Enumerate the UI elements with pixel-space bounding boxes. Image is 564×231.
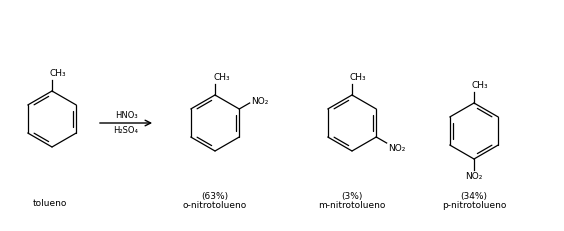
Text: CH₃: CH₃	[350, 73, 367, 82]
Text: CH₃: CH₃	[50, 69, 67, 78]
Text: (63%): (63%)	[201, 192, 228, 201]
Text: NO₂: NO₂	[250, 97, 268, 106]
Text: CH₃: CH₃	[472, 81, 488, 90]
Text: tolueno: tolueno	[33, 199, 67, 208]
Text: o-nitrotolueno: o-nitrotolueno	[183, 201, 247, 210]
Text: NO₂: NO₂	[387, 144, 405, 153]
Text: (3%): (3%)	[341, 192, 363, 201]
Text: H₂SO₄: H₂SO₄	[113, 126, 139, 135]
Text: (34%): (34%)	[460, 192, 487, 201]
Text: HNO₃: HNO₃	[114, 111, 137, 120]
Text: p-nitrotolueno: p-nitrotolueno	[442, 201, 506, 210]
Text: NO₂: NO₂	[465, 172, 483, 181]
Text: CH₃: CH₃	[213, 73, 230, 82]
Text: m-nitrotolueno: m-nitrotolueno	[318, 201, 386, 210]
